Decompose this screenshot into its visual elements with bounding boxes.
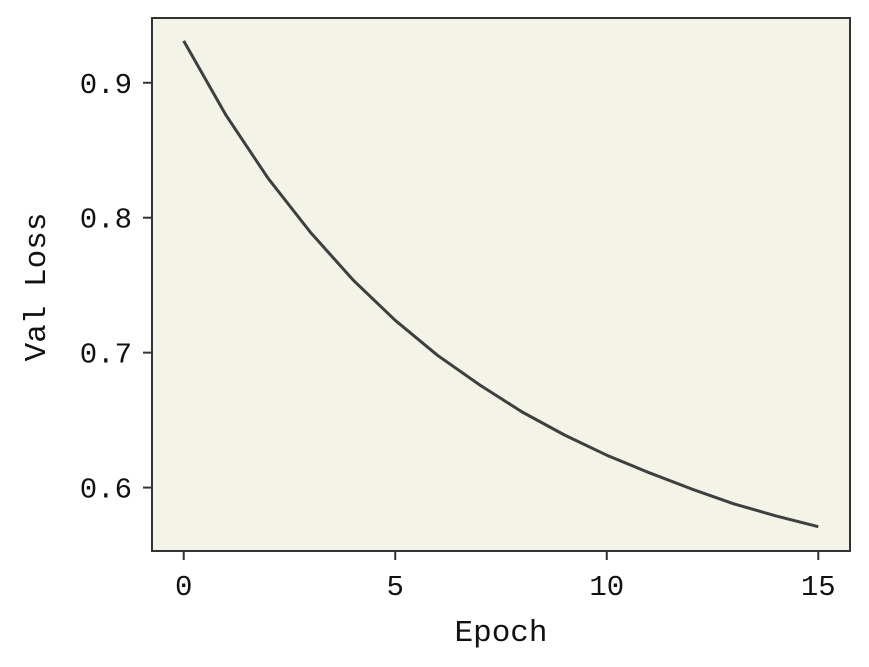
y-tick-label: 0.8 [80,204,132,237]
x-tick-label: 5 [387,571,404,604]
x-tick-label: 10 [589,571,624,604]
y-axis-ticks: 0.6 0.7 0.8 0.9 [80,69,152,507]
y-tick-label: 0.7 [80,339,132,372]
plot-background [152,18,850,551]
x-tick-label: 15 [801,571,836,604]
x-tick-label: 0 [175,571,192,604]
x-axis-label: Epoch [454,616,547,651]
x-axis-ticks: 0 5 10 15 [175,551,836,604]
val-loss-series-line [182,40,819,529]
y-axis-label: Val Loss [20,213,55,362]
y-tick-label: 0.6 [80,474,132,507]
y-tick-label: 0.9 [80,69,132,102]
plot-frame [151,17,851,552]
